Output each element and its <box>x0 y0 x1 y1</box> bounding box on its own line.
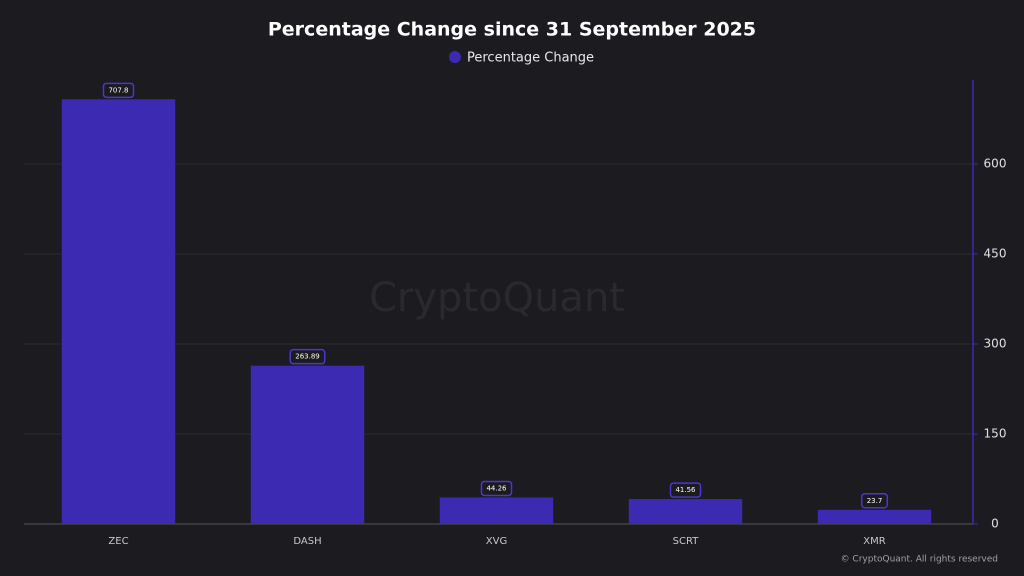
data-label: 707.8 <box>108 86 128 94</box>
x-tick-label: XVG <box>486 536 507 547</box>
bar <box>439 497 554 524</box>
x-tick-label: DASH <box>293 536 321 547</box>
y-tick-label: 300 <box>984 337 1007 351</box>
data-label-box <box>289 348 326 365</box>
bar <box>817 509 932 524</box>
chart-title: Percentage Change since 31 September 202… <box>268 19 756 41</box>
y-tick-label: 450 <box>984 247 1007 261</box>
bar <box>61 99 176 524</box>
data-label-box <box>860 493 889 509</box>
data-label: 41.56 <box>675 486 696 494</box>
data-label: 263.89 <box>295 353 320 361</box>
watermark: CryptoQuant <box>369 275 625 321</box>
bar <box>250 365 365 524</box>
bar <box>628 499 743 524</box>
y-tick-label: 600 <box>984 157 1007 171</box>
data-label-box <box>102 82 135 99</box>
y-tick-label: 0 <box>991 517 999 531</box>
footer: © CryptoQuant. All rights reserved <box>841 555 998 565</box>
legend-label: Percentage Change <box>467 51 594 66</box>
legend-marker <box>449 51 461 63</box>
x-tick-label: SCRT <box>673 536 700 547</box>
x-tick-label: ZEC <box>108 536 128 547</box>
data-label: 44.26 <box>486 484 507 492</box>
y-tick-label: 150 <box>984 427 1007 441</box>
x-tick-label: XMR <box>863 536 885 547</box>
data-label: 23.7 <box>867 497 883 505</box>
data-label-box <box>669 482 702 498</box>
data-label-box <box>480 480 513 497</box>
